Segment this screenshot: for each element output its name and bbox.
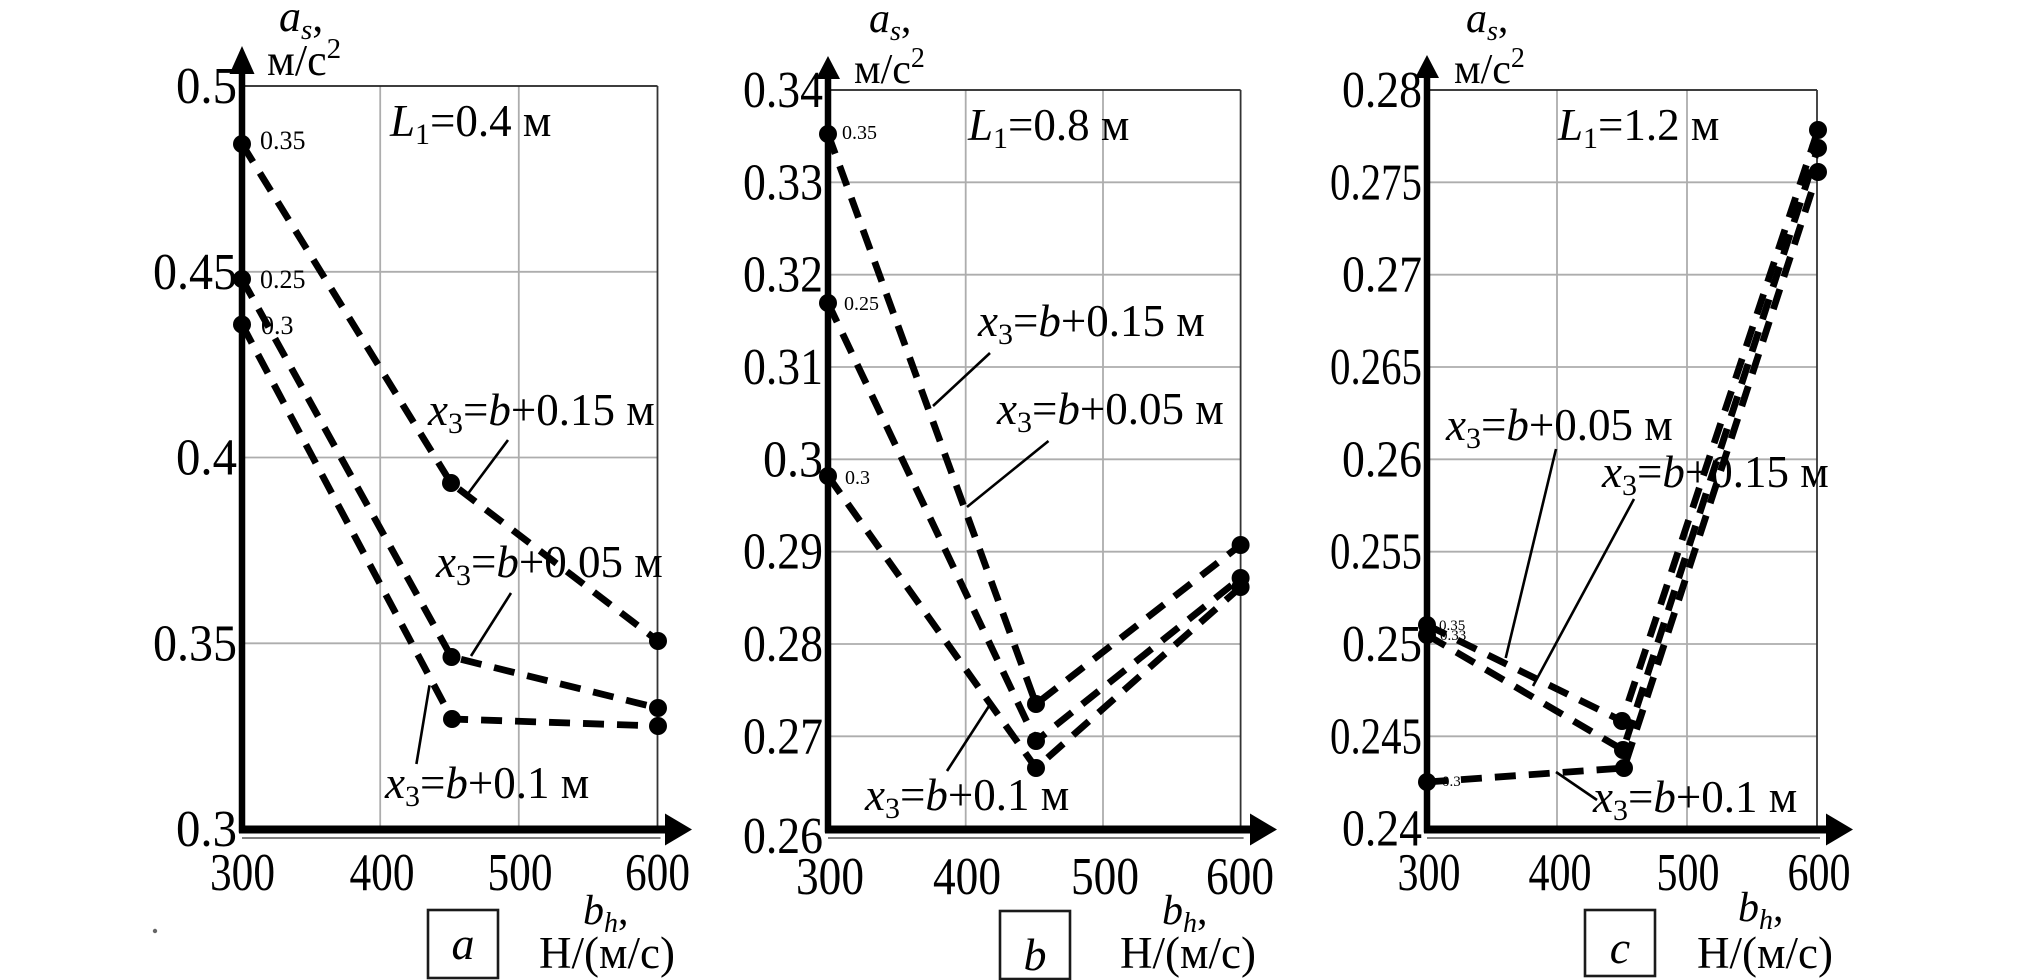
svg-text:0.27: 0.27: [1342, 246, 1422, 303]
svg-text:300: 300: [210, 844, 275, 902]
svg-text:L1​=1.2 м: L1​=1.2 м: [1557, 100, 1719, 155]
svg-text:as​,: as​,: [279, 0, 323, 46]
svg-text:600: 600: [1206, 848, 1274, 906]
svg-text:0.45: 0.45: [153, 243, 237, 300]
svg-text:bh​,: bh​,: [1738, 885, 1784, 936]
svg-text:0.3: 0.3: [845, 467, 870, 489]
svg-text:bh​,: bh​,: [583, 888, 629, 939]
svg-text:as​,: as​,: [1466, 0, 1508, 47]
svg-text:0.3: 0.3: [763, 431, 823, 488]
svg-text:a: a: [452, 918, 475, 969]
svg-text:0.245: 0.245: [1330, 708, 1422, 765]
svg-text:0.35: 0.35: [153, 615, 237, 672]
svg-text:as​,: as​,: [869, 0, 911, 47]
svg-text:bh​,: bh​,: [1162, 888, 1208, 939]
svg-text:400: 400: [350, 844, 415, 902]
svg-text:x3​=b+0.1 м: x3​=b+0.1 м: [864, 770, 1069, 825]
svg-text:x3​=b+0.15 м: x3​=b+0.15 м: [427, 385, 655, 440]
svg-text:0.275: 0.275: [1330, 154, 1422, 211]
svg-text:0.35: 0.35: [1439, 618, 1465, 634]
svg-text:x3​=b+0.05 м: x3​=b+0.05 м: [435, 537, 663, 592]
svg-text:b: b: [1024, 929, 1047, 980]
svg-text:0.3: 0.3: [176, 801, 237, 858]
svg-text:x3​=b+0.1 м: x3​=b+0.1 м: [1592, 772, 1797, 827]
svg-text:0.25: 0.25: [260, 265, 306, 294]
svg-text:600: 600: [1788, 844, 1851, 902]
svg-text:x3​=b+0.05 м: x3​=b+0.05 м: [1445, 400, 1673, 455]
svg-text:500: 500: [1657, 844, 1720, 902]
svg-text:500: 500: [488, 844, 553, 902]
svg-text:x3​=b+0.05 м: x3​=b+0.05 м: [996, 384, 1224, 439]
svg-text:0.27: 0.27: [743, 708, 823, 765]
svg-text:600: 600: [625, 844, 690, 902]
svg-text:L1​=0.4 м: L1​=0.4 м: [389, 96, 551, 151]
svg-text:Н/(м/с): Н/(м/с): [539, 928, 675, 978]
svg-text:0.25: 0.25: [1342, 616, 1422, 673]
svg-text:400: 400: [933, 848, 1001, 906]
svg-text:0.24: 0.24: [1342, 800, 1422, 857]
svg-text:Н/(м/с): Н/(м/с): [1120, 928, 1256, 978]
svg-text:300: 300: [1398, 844, 1461, 902]
svg-text:0.34: 0.34: [743, 62, 823, 119]
svg-text:0.35: 0.35: [842, 122, 877, 144]
svg-text:0.33: 0.33: [743, 154, 823, 211]
svg-text:500: 500: [1071, 848, 1139, 906]
svg-text:0.33: 0.33: [1440, 628, 1466, 644]
svg-text:0.25: 0.25: [844, 293, 879, 315]
svg-text:м/с2​: м/с2​: [854, 43, 925, 93]
svg-text:x3​=b+0.1 м: x3​=b+0.1 м: [384, 758, 589, 813]
svg-text:0.29: 0.29: [743, 523, 823, 580]
svg-text:300: 300: [796, 848, 864, 906]
svg-text:Н/(м/с): Н/(м/с): [1697, 928, 1833, 978]
svg-text:0.3: 0.3: [261, 311, 294, 340]
svg-text:0.26: 0.26: [743, 808, 823, 865]
svg-text:0.5: 0.5: [176, 58, 237, 115]
svg-text:0.265: 0.265: [1330, 339, 1422, 396]
svg-text:c: c: [1610, 922, 1630, 973]
svg-text:0.3: 0.3: [1442, 774, 1461, 790]
svg-text:x3​=b+0.15 м: x3​=b+0.15 м: [1601, 447, 1829, 502]
svg-text:x3​=b+0.15 м: x3​=b+0.15 м: [977, 296, 1205, 351]
svg-text:0.35: 0.35: [260, 126, 306, 155]
svg-text:0.28: 0.28: [1342, 62, 1422, 119]
svg-text:0.255: 0.255: [1330, 523, 1422, 580]
svg-text:м/с2​: м/с2​: [267, 33, 341, 85]
svg-text:м/с2​: м/с2​: [1454, 43, 1525, 93]
svg-text:L1​=0.8 м: L1​=0.8 м: [967, 100, 1129, 155]
svg-text:0.26: 0.26: [1342, 431, 1422, 488]
svg-text:0.4: 0.4: [176, 429, 237, 486]
svg-text:0.28: 0.28: [743, 616, 823, 673]
svg-text:400: 400: [1529, 844, 1592, 902]
svg-text:0.32: 0.32: [743, 246, 823, 303]
svg-text:0.31: 0.31: [743, 339, 823, 396]
